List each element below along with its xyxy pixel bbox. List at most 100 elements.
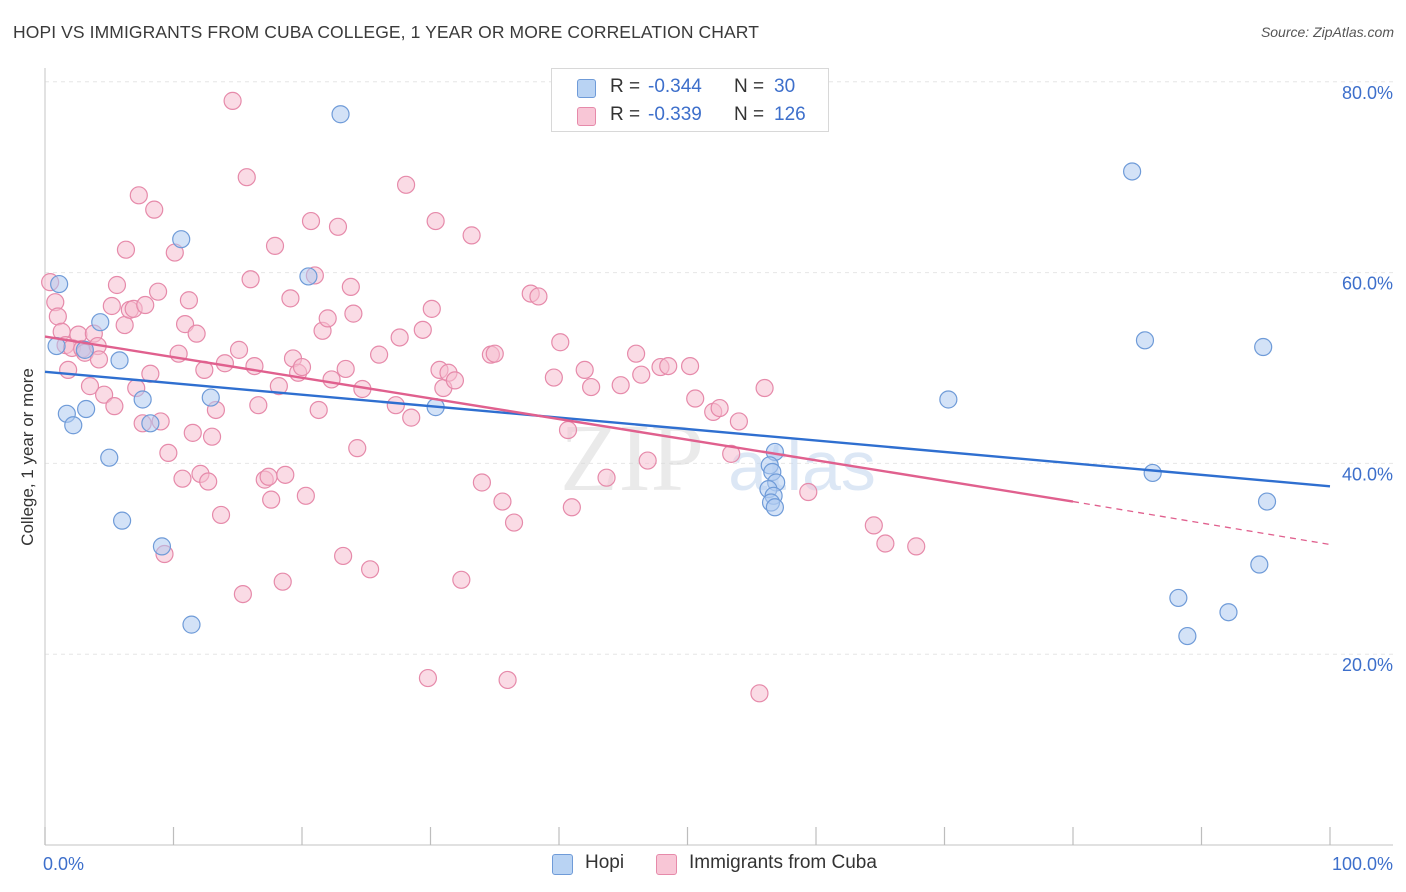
- cuba-point: [80, 377, 100, 396]
- cuba-point: [632, 365, 651, 384]
- hopi-point: [91, 313, 110, 332]
- source-credit: Source: ZipAtlas.com: [1260, 24, 1394, 40]
- cuba-point: [529, 287, 548, 306]
- hopi-point: [64, 416, 83, 435]
- cuba-point: [95, 385, 114, 404]
- legend-swatch-cuba: [577, 107, 596, 126]
- cuba-point: [322, 370, 341, 389]
- cuba-point: [223, 91, 242, 110]
- cuba-point: [907, 537, 926, 556]
- chart-title: HOPI VS IMMIGRANTS FROM CUBA COLLEGE, 1 …: [13, 22, 760, 42]
- cuba-point: [262, 490, 281, 509]
- cuba-point: [462, 226, 481, 245]
- legend-row-cuba: R = -0.339 N = 126: [552, 101, 828, 129]
- cuba-point: [344, 304, 363, 323]
- cuba-point: [498, 670, 517, 690]
- cuba-point: [292, 357, 312, 377]
- legend-swatch-hopi: [577, 79, 596, 98]
- legend-n-label-cuba: N =: [734, 104, 765, 125]
- tick-label-layer: 20.0% 40.0% 60.0% 80.0% 0.0% 100.0%: [43, 83, 1393, 874]
- cuba-point: [145, 200, 164, 219]
- axis-layer: [44, 68, 1393, 846]
- cuba-point: [107, 275, 127, 295]
- cuba-trend-line-extension: [1072, 500, 1331, 546]
- legend-r-value-cuba: -0.339: [648, 104, 702, 125]
- cuba-point: [183, 423, 202, 442]
- cuba-point: [211, 505, 231, 525]
- cuba-point: [638, 451, 657, 470]
- cuba-point: [558, 420, 578, 440]
- cuba-point: [686, 389, 705, 408]
- hopi-point: [50, 274, 69, 294]
- cuba-point: [504, 513, 524, 532]
- cuba-point: [361, 560, 380, 579]
- hopi-point: [75, 340, 94, 359]
- cuba-point: [281, 289, 300, 308]
- cuba-point: [341, 277, 360, 297]
- y-axis-label: College, 1 year or more: [18, 368, 37, 546]
- cuba-point: [241, 270, 260, 289]
- cuba-point: [626, 344, 646, 363]
- legend-n-value-cuba: 126: [774, 104, 806, 125]
- hopi-point: [133, 390, 152, 409]
- cuba-point: [729, 412, 749, 431]
- cuba-point: [680, 356, 700, 376]
- hopi-point: [152, 537, 172, 556]
- cuba-point: [296, 486, 315, 505]
- hopi-point: [299, 267, 318, 286]
- cuba-point: [710, 398, 729, 418]
- cuba-point: [402, 408, 421, 427]
- hopi-trend-line: [44, 370, 1331, 488]
- cuba-point: [413, 320, 432, 339]
- cuba-point: [551, 333, 570, 352]
- cuba-point: [426, 211, 445, 231]
- cuba-point: [173, 469, 192, 488]
- hopi-point: [110, 351, 129, 370]
- legend-r-label-hopi: R =: [610, 76, 641, 97]
- cuba-point: [202, 427, 222, 446]
- hopi-point: [1169, 588, 1188, 608]
- series-swatch-cuba: [656, 854, 677, 875]
- cuba-point: [129, 186, 148, 205]
- watermark: ZIP atlas: [560, 404, 876, 511]
- cuba-point: [105, 397, 124, 416]
- cuba-point: [390, 328, 409, 347]
- cuba-point: [273, 572, 292, 591]
- cuba-point: [269, 377, 288, 396]
- hopi-point: [1257, 492, 1277, 511]
- cuba-point: [199, 472, 218, 491]
- cuba-point: [301, 211, 321, 231]
- cuba-trend-line: [44, 335, 1074, 503]
- y-tick-label: 60.0%: [1342, 274, 1393, 294]
- cuba-point: [562, 498, 581, 517]
- cuba-point: [187, 324, 206, 343]
- watermark-zip: ZIP: [560, 404, 704, 511]
- cuba-point: [611, 376, 630, 395]
- series-label-hopi: Hopi: [585, 852, 625, 873]
- cuba-point: [876, 534, 895, 553]
- cuba-point: [179, 291, 199, 310]
- hopi-point: [331, 105, 350, 124]
- cuba-point: [334, 546, 353, 566]
- cuba-point: [89, 350, 109, 369]
- cuba-point: [115, 315, 134, 335]
- cuba-point: [544, 368, 563, 387]
- cuba-point: [597, 468, 616, 487]
- hopi-point: [1254, 337, 1273, 357]
- x-tick-label-min: 0.0%: [43, 854, 84, 874]
- cuba-point: [249, 396, 268, 415]
- y-tick-label: 20.0%: [1342, 655, 1393, 675]
- hopi-point: [939, 390, 958, 409]
- cuba-point: [418, 668, 438, 688]
- correlation-legend: R = -0.344 N = 30 R = -0.339 N = 126: [551, 68, 829, 132]
- cuba-point: [102, 296, 121, 316]
- cuba-point: [116, 240, 136, 259]
- cuba-point: [348, 439, 367, 458]
- hopi-point: [765, 498, 784, 517]
- hopi-point: [1123, 162, 1142, 181]
- series-legend: Hopi Immigrants from Cuba: [0, 852, 1406, 878]
- hopi-point: [1250, 555, 1269, 574]
- cuba-point: [148, 282, 168, 301]
- cuba-point: [159, 443, 178, 463]
